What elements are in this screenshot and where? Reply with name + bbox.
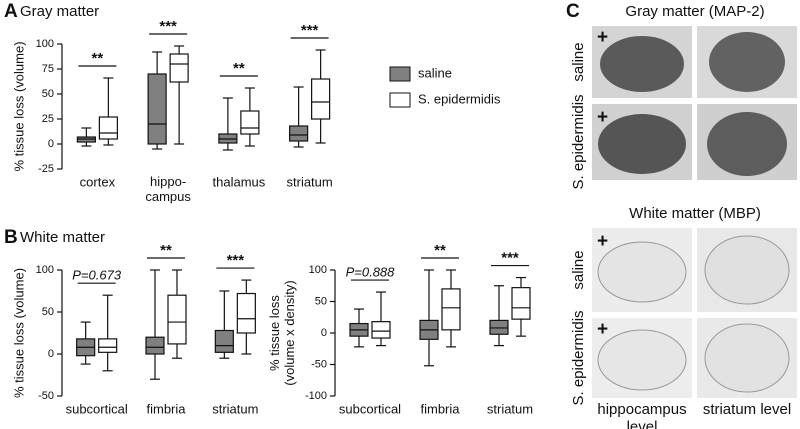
box: [441, 288, 461, 331]
y-tick-label: 50: [315, 295, 327, 307]
box: [145, 336, 165, 355]
x-tick-label: fimbria: [146, 401, 186, 416]
legend-label: saline: [418, 65, 452, 80]
panel-c: Gray matter (MAP-2) White matter (MBP) +…: [570, 3, 797, 429]
y-tick-label: 50: [42, 306, 54, 318]
significance-label: **: [434, 242, 446, 259]
panel-letter: A: [4, 1, 18, 22]
y-tick-label: 0: [321, 327, 327, 339]
y-tick-label: -100: [305, 390, 327, 402]
y-tick-label: 75: [42, 63, 54, 75]
row-label: S. epidermidis: [570, 310, 587, 405]
box: [169, 53, 189, 83]
image: [709, 32, 785, 92]
x-tick-label: striatum: [287, 174, 333, 189]
y-tick-label: 100: [36, 264, 54, 276]
x-tick-label: fimbria: [420, 401, 460, 416]
box: [98, 116, 118, 140]
box: [214, 329, 234, 353]
significance-label: **: [160, 242, 172, 259]
row-label: S. epidermidis: [570, 94, 587, 189]
y-tick-label: -50: [311, 358, 327, 370]
significance-label: ***: [227, 252, 245, 269]
legend-swatch: [389, 92, 411, 108]
box: [371, 321, 391, 339]
panel-letter: B: [4, 227, 18, 248]
column-label: striatum level: [703, 401, 791, 418]
box: [167, 294, 187, 345]
chart-title: Gray matter: [20, 3, 99, 20]
y-tick-label: -25: [38, 163, 54, 175]
y-tick-label: 25: [42, 113, 54, 125]
box: [511, 287, 531, 320]
image: [704, 323, 790, 393]
marker: +: [597, 319, 608, 340]
y-axis-label: % tissue loss (volume): [11, 41, 26, 171]
box: [147, 73, 167, 145]
image: [597, 329, 687, 391]
y-tick-label: 0: [48, 138, 54, 150]
box: [489, 319, 509, 335]
image: [597, 241, 687, 303]
box: [236, 292, 256, 334]
significance-label: P=0.673: [72, 268, 122, 283]
y-axis-label: % tissue loss (volume): [11, 268, 26, 398]
marker: +: [597, 27, 608, 48]
panel-title: White matter (MBP): [629, 205, 761, 222]
image: [598, 114, 686, 174]
box: [98, 338, 118, 353]
significance-label: **: [233, 60, 245, 77]
significance-label: P=0.888: [346, 264, 396, 279]
x-tick-label: hippo-campus: [145, 174, 191, 204]
x-tick-label: striatum: [487, 401, 533, 416]
x-tick-label: subcortical: [66, 401, 128, 416]
legend-label: S. epidermidis: [418, 91, 501, 106]
marker: +: [597, 231, 608, 252]
significance-label: ***: [159, 18, 177, 35]
row-label: saline: [570, 42, 587, 81]
chart-title: White matter: [20, 229, 105, 246]
x-tick-label: thalamus: [213, 174, 266, 189]
image: [704, 235, 790, 305]
legend-swatch: [389, 66, 411, 82]
marker: +: [597, 107, 608, 128]
box: [289, 125, 309, 142]
image: [600, 36, 684, 92]
x-tick-label: subcortical: [339, 401, 401, 416]
panel-letter: C: [566, 1, 580, 22]
x-tick-label: cortex: [80, 174, 116, 189]
significance-label: ***: [501, 250, 519, 267]
y-tick-label: 100: [36, 38, 54, 50]
column-label: hippocampus level: [597, 401, 686, 429]
box: [240, 110, 260, 135]
y-tick-label: 0: [48, 348, 54, 360]
significance-label: **: [92, 50, 104, 67]
image-grid: [592, 26, 797, 398]
y-axis-label: % tissue loss(volume x density): [267, 280, 297, 385]
y-tick-label: 100: [309, 264, 327, 276]
image: [707, 112, 787, 176]
x-tick-label: striatum: [212, 401, 258, 416]
significance-label: ***: [301, 22, 319, 39]
row-label: saline: [570, 250, 587, 289]
y-tick-label: -50: [38, 390, 54, 402]
y-tick-label: 50: [42, 88, 54, 100]
panel-title: Gray matter (MAP-2): [625, 3, 764, 20]
box: [311, 78, 331, 120]
